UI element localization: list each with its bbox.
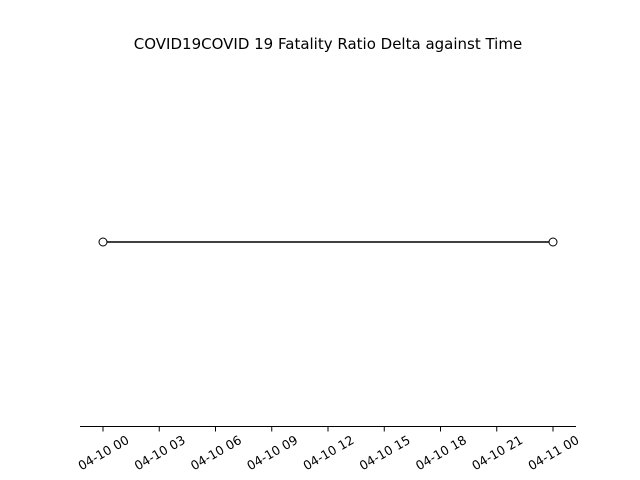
x-tick-label: 04-10 21 [469, 432, 525, 473]
data-point-marker [548, 237, 558, 247]
x-tick-label: 04-10 15 [357, 432, 413, 473]
x-tick-label: 04-10 18 [413, 432, 469, 473]
chart-title: COVID19COVID 19 Fatality Ratio Delta aga… [134, 35, 522, 53]
x-tick-label: 04-10 03 [132, 432, 188, 473]
data-point-marker [98, 237, 108, 247]
plot-area [98, 237, 558, 247]
x-tick-label: 04-10 09 [244, 432, 300, 473]
x-axis-ticks: 04-10 00 04-10 03 04-10 06 04-10 09 04-10 12… [75, 426, 582, 473]
x-tick-label: 04-10 00 [75, 432, 131, 473]
x-tick-label: 04-11 00 [525, 432, 581, 473]
x-tick-label: 04-10 06 [188, 432, 244, 473]
x-tick-label: 04-10 12 [300, 432, 356, 473]
